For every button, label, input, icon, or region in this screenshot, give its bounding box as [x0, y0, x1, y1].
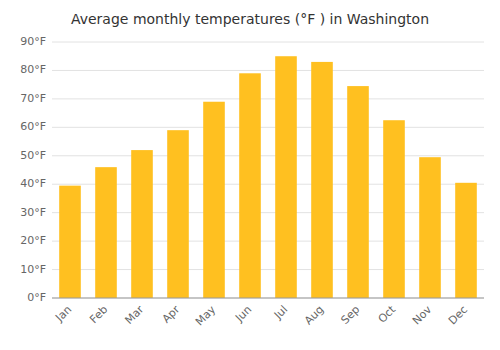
x-tick-label: Jun [232, 303, 254, 325]
x-tick-label: May [193, 303, 219, 329]
x-tick-label: Apr [160, 303, 183, 326]
x-axis: Jan Feb Mar Apr May Jun Jul Aug Sep Oct Nov Dec [52, 303, 470, 329]
bar [239, 73, 261, 298]
bar [203, 102, 225, 298]
grid-line [52, 127, 484, 128]
y-tick-label: 50°F [20, 149, 46, 162]
x-tick-label: Aug [302, 303, 326, 327]
y-tick-label: 90°F [20, 35, 46, 48]
bar [59, 186, 81, 298]
x-tick-label: Feb [87, 303, 110, 326]
y-grid [52, 42, 484, 298]
chart: Average monthly temperatures (°F ) in Wa… [0, 0, 500, 350]
grid-line [52, 42, 484, 43]
title: Average monthly temperatures (°F ) in Wa… [71, 11, 429, 27]
y-tick-label: 60°F [20, 120, 46, 133]
bar [131, 150, 153, 298]
y-tick-label: 70°F [20, 92, 46, 105]
bar [383, 120, 405, 298]
y-axis: 0°F 10°F 20°F 30°F 40°F 50°F 60°F 70°F 80°F 90°F [20, 35, 46, 304]
bar [347, 86, 369, 298]
y-tick-label: 10°F [20, 263, 46, 276]
x-tick-label: Mar [122, 303, 146, 327]
bar [95, 167, 117, 298]
x-tick-label: Nov [410, 303, 435, 328]
x-axis-line [52, 298, 484, 299]
x-tick-label: Oct [376, 303, 399, 326]
bar [167, 130, 189, 298]
y-tick-label: 30°F [20, 206, 46, 219]
bar [311, 62, 333, 298]
x-tick-label: Jul [271, 303, 290, 322]
y-tick-label: 0°F [27, 291, 46, 304]
x-tick-label: Sep [338, 303, 362, 327]
y-tick-label: 40°F [20, 177, 46, 190]
grid-line [52, 298, 484, 299]
bar [419, 157, 441, 298]
x-tick-label: Jan [52, 303, 74, 325]
chart-container: Average monthly temperatures (°F ) in Wa… [0, 0, 500, 350]
x-tick-label: Dec [446, 303, 470, 327]
y-tick-label: 20°F [20, 234, 46, 247]
bar [275, 56, 297, 298]
grid-line [52, 70, 484, 71]
bars [59, 56, 477, 298]
grid-line [52, 98, 484, 99]
grid-line [52, 155, 484, 156]
y-tick-label: 80°F [20, 63, 46, 76]
bar [455, 183, 477, 298]
